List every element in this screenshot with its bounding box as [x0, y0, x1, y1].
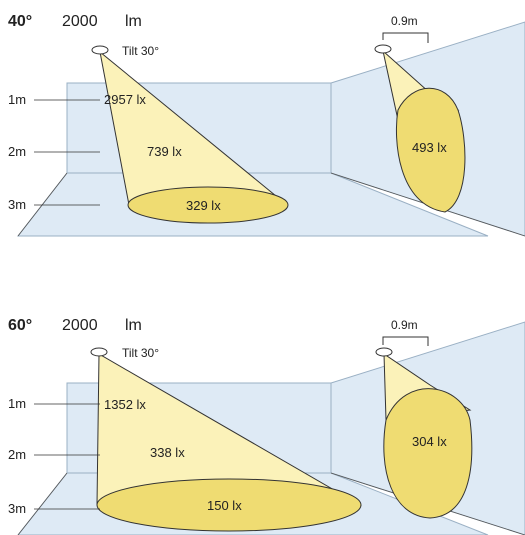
floor-luminaire [90, 347, 108, 357]
height-label-1m: 1m [8, 396, 26, 411]
floor-light-spot [127, 186, 289, 224]
lux-2m: 338 lx [150, 445, 185, 460]
height-label-2m: 2m [8, 144, 26, 159]
offset-bracket [382, 32, 429, 43]
lux-wall: 493 lx [412, 140, 447, 155]
lumen-unit: lm [125, 13, 142, 30]
tilt-label: Tilt 30° [122, 346, 159, 360]
lumen-unit: lm [125, 317, 142, 334]
lux-3m: 329 lx [186, 198, 221, 213]
lux-wall: 304 lx [412, 434, 447, 449]
offset-label: 0.9m [391, 318, 418, 332]
tilt-label: Tilt 30° [122, 44, 159, 58]
offset-bracket [382, 336, 429, 346]
lux-1m: 2957 lx [104, 92, 146, 107]
height-label-3m: 3m [8, 501, 26, 516]
height-label-1m: 1m [8, 92, 26, 107]
wall-light-spot [383, 388, 473, 519]
wall-luminaire [375, 347, 393, 357]
lux-3m: 150 lx [207, 498, 242, 513]
panel-60-degree: 60° 2000 lm Tilt 30° 0.9m 1m 2m 3m 1352 … [8, 317, 525, 535]
lux-1m: 1352 lx [104, 397, 146, 412]
floor-luminaire [91, 45, 109, 55]
beam-angle-label: 40° [8, 13, 32, 30]
lumen-value: 2000 [62, 317, 98, 334]
beam-angle-label: 60° [8, 317, 32, 334]
offset-label: 0.9m [391, 14, 418, 28]
lumen-value: 2000 [62, 13, 98, 30]
height-label-3m: 3m [8, 197, 26, 212]
height-label-2m: 2m [8, 447, 26, 462]
floor-light-spot [96, 478, 362, 532]
wall-light-spot [395, 87, 466, 213]
wall-luminaire [374, 44, 392, 54]
panel-40-degree: 40° 2000 lm Tilt 30° 0.9m 1m 2m 3m 2957 … [8, 13, 525, 237]
lux-2m: 739 lx [147, 144, 182, 159]
